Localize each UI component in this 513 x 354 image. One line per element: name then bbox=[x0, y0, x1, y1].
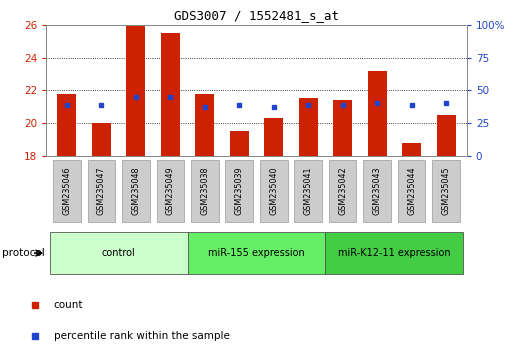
Bar bbox=[299, 98, 318, 156]
FancyBboxPatch shape bbox=[398, 160, 425, 222]
FancyBboxPatch shape bbox=[226, 160, 253, 222]
Bar bbox=[195, 93, 214, 156]
Text: protocol: protocol bbox=[2, 248, 44, 258]
FancyBboxPatch shape bbox=[88, 160, 115, 222]
Text: miR-K12-11 expression: miR-K12-11 expression bbox=[338, 248, 451, 258]
Text: GSM235042: GSM235042 bbox=[338, 167, 347, 216]
Text: GSM235041: GSM235041 bbox=[304, 167, 313, 216]
Text: miR-155 expression: miR-155 expression bbox=[208, 248, 305, 258]
Text: GSM235044: GSM235044 bbox=[407, 167, 416, 216]
FancyBboxPatch shape bbox=[329, 160, 357, 222]
Bar bbox=[230, 131, 249, 156]
FancyBboxPatch shape bbox=[191, 160, 219, 222]
Text: GSM235046: GSM235046 bbox=[63, 167, 71, 216]
Text: GSM235039: GSM235039 bbox=[235, 167, 244, 216]
Bar bbox=[437, 115, 456, 156]
Text: percentile rank within the sample: percentile rank within the sample bbox=[53, 331, 229, 342]
FancyBboxPatch shape bbox=[325, 232, 463, 274]
Bar bbox=[264, 118, 283, 156]
Bar bbox=[368, 70, 387, 156]
Text: GSM235047: GSM235047 bbox=[97, 167, 106, 216]
FancyBboxPatch shape bbox=[53, 160, 81, 222]
Bar bbox=[161, 33, 180, 156]
Text: GSM235045: GSM235045 bbox=[442, 167, 450, 216]
FancyBboxPatch shape bbox=[363, 160, 391, 222]
FancyBboxPatch shape bbox=[188, 232, 325, 274]
Text: control: control bbox=[102, 248, 135, 258]
FancyBboxPatch shape bbox=[156, 160, 184, 222]
Text: GSM235048: GSM235048 bbox=[131, 167, 141, 216]
FancyBboxPatch shape bbox=[260, 160, 287, 222]
Bar bbox=[333, 100, 352, 156]
Text: GSM235038: GSM235038 bbox=[200, 167, 209, 216]
FancyBboxPatch shape bbox=[432, 160, 460, 222]
Title: GDS3007 / 1552481_s_at: GDS3007 / 1552481_s_at bbox=[174, 9, 339, 22]
FancyBboxPatch shape bbox=[50, 232, 188, 274]
Bar bbox=[57, 93, 76, 156]
Text: GSM235040: GSM235040 bbox=[269, 167, 278, 216]
FancyBboxPatch shape bbox=[294, 160, 322, 222]
Bar bbox=[402, 143, 421, 156]
Bar bbox=[126, 27, 145, 156]
FancyBboxPatch shape bbox=[122, 160, 150, 222]
Bar bbox=[92, 123, 111, 156]
Text: count: count bbox=[53, 299, 83, 310]
Text: GSM235049: GSM235049 bbox=[166, 167, 175, 216]
Text: GSM235043: GSM235043 bbox=[372, 167, 382, 216]
